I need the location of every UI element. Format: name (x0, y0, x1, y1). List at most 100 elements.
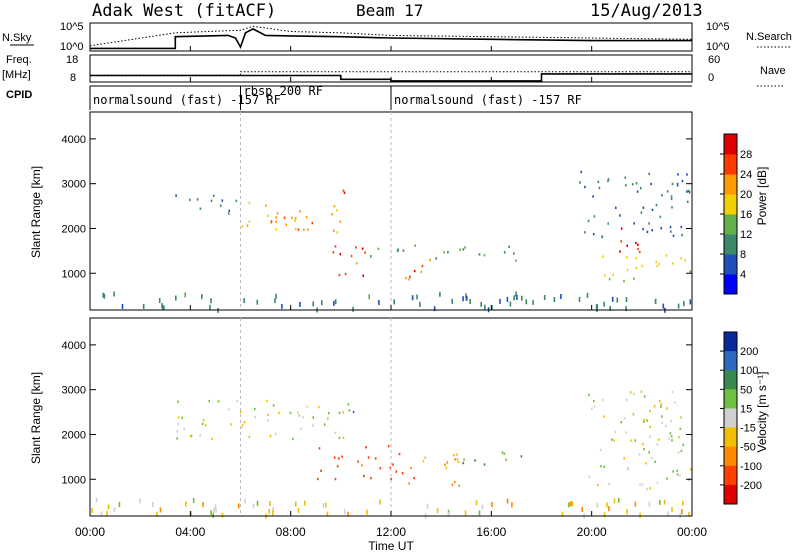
range-cell (177, 422, 180, 426)
range-cell (603, 415, 605, 418)
range-cell (336, 465, 339, 468)
range-cell (331, 213, 333, 216)
range-cell (639, 483, 641, 486)
range-cell (103, 293, 106, 299)
range-cell (671, 182, 674, 186)
range-cell (682, 443, 685, 446)
velocity-colorbar-label: Velocity [m s⁻¹] (755, 371, 769, 452)
range-cell (586, 292, 589, 298)
freq-panel: Freq. [MHz] 18 8 60 0 Nave (2, 54, 786, 87)
y-tick-label: 2000 (62, 223, 86, 235)
range-cell (635, 257, 638, 260)
range-cell (159, 507, 162, 513)
range-cell (118, 502, 121, 507)
range-cell (456, 458, 459, 461)
range-cell (342, 189, 345, 192)
range-cell (640, 211, 643, 214)
power-colorbar-label: Power [dB] (755, 167, 769, 226)
freq-unit-label: [MHz] (2, 69, 31, 81)
range-cell (365, 446, 367, 449)
range-cell (156, 511, 158, 517)
range-cell (325, 502, 327, 508)
colorbar-tick-label: 4 (740, 269, 746, 281)
range-cell (639, 187, 642, 190)
range-cell (256, 299, 259, 305)
range-cell (613, 498, 616, 504)
range-cell (638, 250, 641, 254)
range-cell (306, 405, 309, 408)
range-cell (181, 416, 183, 420)
range-cell (113, 507, 116, 513)
range-cell (505, 458, 507, 461)
range-cell (453, 453, 455, 457)
range-cell (213, 508, 215, 514)
range-cell (243, 298, 245, 304)
range-cell (515, 291, 517, 297)
range-cell (606, 502, 608, 508)
range-cell (304, 500, 306, 506)
power-panel: 1000 2000 3000 4000 Slant Range [km] 4 8 12 16… (29, 111, 769, 313)
range-cell (248, 435, 251, 439)
range-cell (401, 472, 404, 475)
nave-label: Nave (760, 65, 786, 77)
x-axis-ticks: 00:00 04:00 08:00 12:00 16:00 20:00 00:00 (75, 46, 707, 539)
range-cell (270, 220, 273, 223)
range-cell (199, 434, 201, 437)
cpid-segment-label: normalsound (fast) -157 RF (394, 93, 582, 107)
range-cell (347, 403, 350, 406)
range-cell (625, 398, 628, 402)
range-cell (659, 499, 661, 505)
range-cell (246, 224, 249, 227)
cpid-segment-label: rbsp 200 RF (244, 84, 323, 98)
range-cell (272, 510, 274, 516)
range-cell (275, 220, 277, 224)
range-cell (241, 225, 244, 228)
range-cell (175, 295, 177, 301)
range-cell (615, 206, 617, 209)
range-cell (662, 303, 665, 309)
colorbar-tick-label: 28 (740, 149, 752, 161)
range-cell (215, 507, 217, 513)
y-tick-label: 2000 (62, 429, 86, 441)
range-cell (357, 460, 359, 463)
range-cell (571, 501, 574, 507)
range-cell (189, 198, 191, 202)
range-cell (619, 214, 621, 217)
range-cell (648, 222, 650, 225)
range-cell (625, 431, 627, 434)
range-cell (671, 390, 674, 394)
range-cell (347, 511, 349, 517)
range-cell (419, 301, 421, 307)
range-cell (612, 273, 614, 276)
range-cell (592, 233, 595, 236)
range-cell (268, 508, 270, 514)
nsky-tick-bottom: 10^0 (60, 41, 84, 53)
nsearch-tick-bottom: 10^0 (706, 41, 730, 53)
range-cell (420, 270, 423, 274)
range-cell (584, 185, 586, 189)
range-cell (501, 451, 504, 454)
y-tick-label: 1000 (62, 268, 86, 280)
range-cell (632, 413, 635, 416)
velocity-panel: 1000 2000 3000 4000 Slant Range [km] 200 100… (29, 317, 769, 519)
nave-tick-top: 60 (708, 54, 720, 66)
range-cell (299, 302, 301, 307)
colorbar-swatch (724, 194, 737, 215)
range-cell (560, 294, 562, 299)
range-cell (352, 410, 355, 414)
range-cell (338, 411, 341, 415)
x-tick-label: 00:00 (677, 525, 707, 539)
date-title: 15/Aug/2013 (590, 1, 703, 21)
range-cell (397, 248, 399, 251)
range-cell (659, 215, 662, 218)
range-cell (614, 430, 617, 434)
range-cell (643, 418, 645, 422)
range-cell (379, 467, 382, 470)
range-cell (227, 212, 230, 215)
x-tick-label: 12:00 (376, 525, 406, 539)
nsearch-label: N.Search (746, 31, 792, 43)
range-cell (670, 435, 673, 438)
range-cell (613, 439, 615, 442)
range-cell (318, 405, 320, 409)
